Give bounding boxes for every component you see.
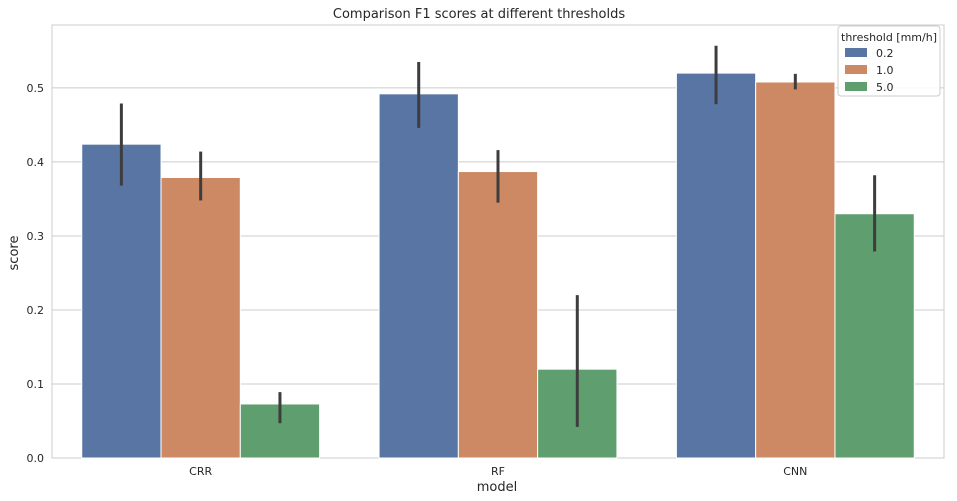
bar [755,81,836,459]
x-tick-labels: CRR RF CNN [189,465,807,478]
y-tick-label: 0.4 [27,156,45,169]
bar [834,213,915,459]
x-tick-label: RF [491,465,505,478]
y-tick-label: 0.0 [27,452,45,465]
bar [81,143,162,459]
legend-swatch [845,65,867,74]
y-tick-labels: 0.0 0.1 0.2 0.3 0.4 0.5 [27,82,45,465]
legend: threshold [mm/h] 0.2 1.0 5.0 [837,25,941,97]
y-tick-label: 0.3 [27,230,45,243]
legend-swatch [845,48,867,57]
bar [160,176,241,459]
legend-entry-label: 0.2 [876,47,894,60]
bars-group [81,72,915,459]
chart-title: Comparison F1 scores at different thresh… [333,7,625,22]
legend-swatch [845,82,867,91]
legend-entry-label: 5.0 [876,81,894,94]
bar [457,171,539,459]
y-tick-label: 0.5 [27,82,45,95]
bar [378,93,459,459]
x-axis-label: model [477,480,517,495]
error-bars-group [119,45,877,427]
legend-title: threshold [mm/h] [841,31,937,44]
legend-items: 0.2 1.0 5.0 [845,47,894,94]
y-tick-label: 0.1 [27,378,45,391]
x-tick-label: CNN [783,465,807,478]
y-tick-label: 0.2 [27,304,45,317]
bar [675,72,757,459]
legend-entry-label: 1.0 [876,64,894,77]
legend-box [837,25,941,97]
y-axis-label: score [7,236,22,271]
x-tick-label: CRR [189,465,212,478]
